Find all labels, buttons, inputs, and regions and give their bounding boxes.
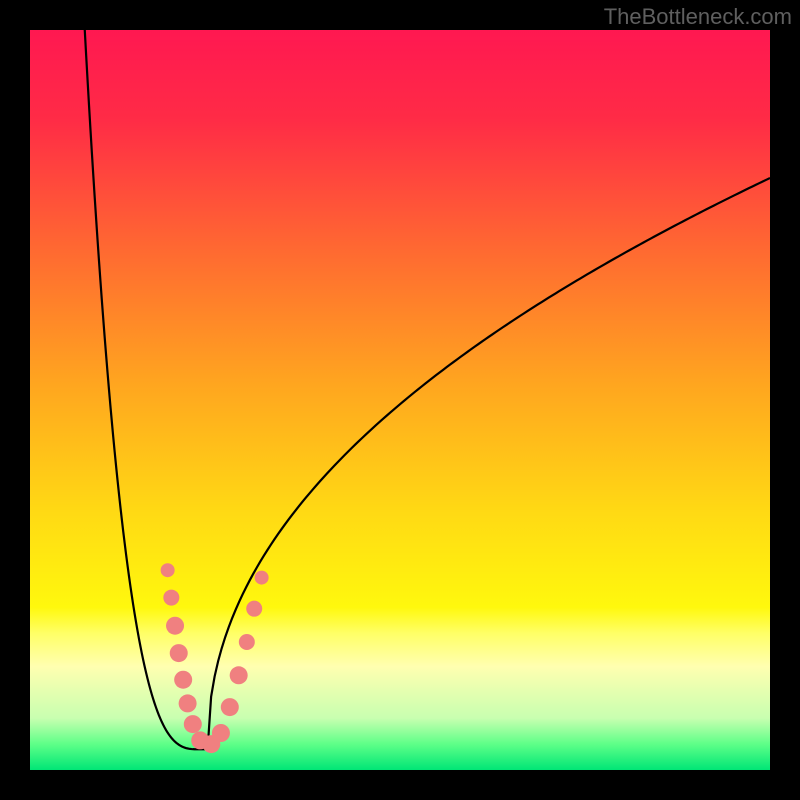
data-marker (174, 671, 192, 689)
data-marker (230, 666, 248, 684)
data-marker (170, 644, 188, 662)
data-marker (184, 715, 202, 733)
chart-overlay (30, 30, 770, 770)
data-marker (166, 617, 184, 635)
plot-area (30, 30, 770, 770)
data-marker (212, 724, 230, 742)
marker-group (161, 563, 269, 753)
data-marker (239, 634, 255, 650)
data-marker (163, 590, 179, 606)
data-marker (255, 571, 269, 585)
chart-frame: TheBottleneck.com (0, 0, 800, 800)
data-marker (161, 563, 175, 577)
data-marker (179, 694, 197, 712)
data-marker (246, 601, 262, 617)
data-marker (221, 698, 239, 716)
bottleneck-curve-path (85, 30, 770, 749)
watermark-text: TheBottleneck.com (604, 4, 792, 30)
